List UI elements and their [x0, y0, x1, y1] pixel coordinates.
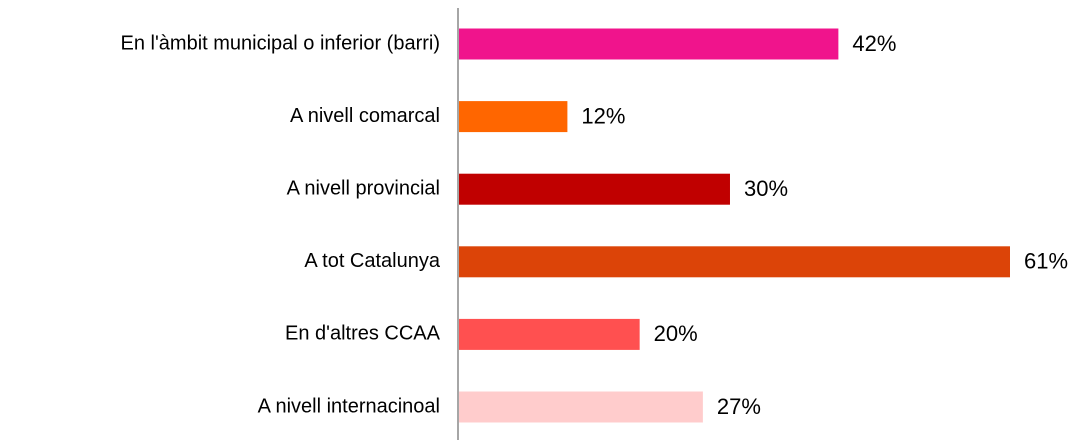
bar	[459, 391, 703, 423]
data-label: 12%	[581, 103, 625, 128]
bar	[459, 318, 640, 350]
category-label: En d'altres CCAA	[285, 323, 441, 345]
category-label: A nivell internacinoal	[258, 395, 440, 417]
category-label: A nivell provincial	[287, 177, 440, 199]
data-label: 30%	[744, 176, 788, 201]
category-label: A tot Catalunya	[304, 250, 441, 272]
bar	[459, 173, 730, 205]
data-label: 27%	[717, 394, 761, 419]
category-label: En l'àmbit municipal o inferior (barri)	[121, 32, 440, 54]
data-label: 61%	[1024, 249, 1068, 274]
bar	[459, 101, 568, 133]
category-label: A nivell comarcal	[290, 105, 440, 127]
bar	[459, 246, 1010, 278]
data-label: 42%	[852, 31, 896, 56]
data-label: 20%	[654, 321, 698, 346]
bar	[459, 28, 839, 60]
